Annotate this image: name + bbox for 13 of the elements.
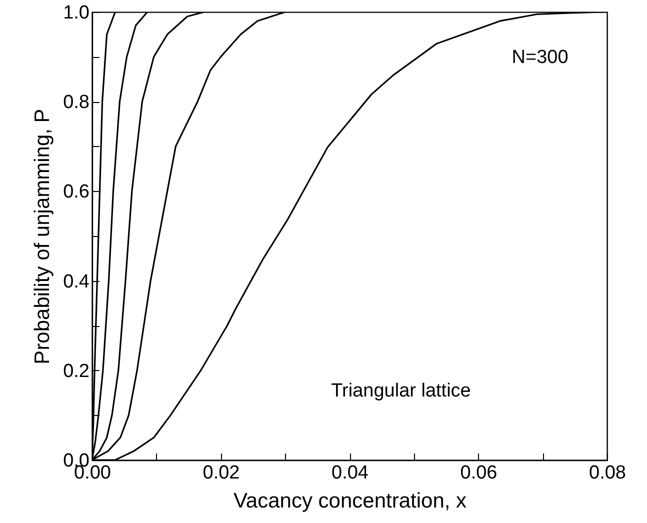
y-axis-title: Probability of unjamming, P [31, 108, 54, 364]
x-tick-label: 0.04 [332, 462, 369, 484]
x-tick-label: 0.08 [589, 462, 626, 484]
x-tick-label: 0.02 [202, 462, 240, 484]
y-tick-label: 0.8 [63, 92, 90, 114]
y-tick-label: 0.6 [63, 182, 90, 203]
y-tick-label: 0.2 [63, 360, 90, 382]
y-tick-label: 1.0 [63, 2, 90, 24]
x-axis-title: Vacancy concentration, x [233, 490, 468, 512]
x-tick-label: 0.06 [460, 462, 498, 484]
y-tick-label: 0.4 [63, 271, 90, 292]
annotation: Triangular lattice [331, 380, 471, 402]
annotation: N=300 [512, 46, 568, 68]
